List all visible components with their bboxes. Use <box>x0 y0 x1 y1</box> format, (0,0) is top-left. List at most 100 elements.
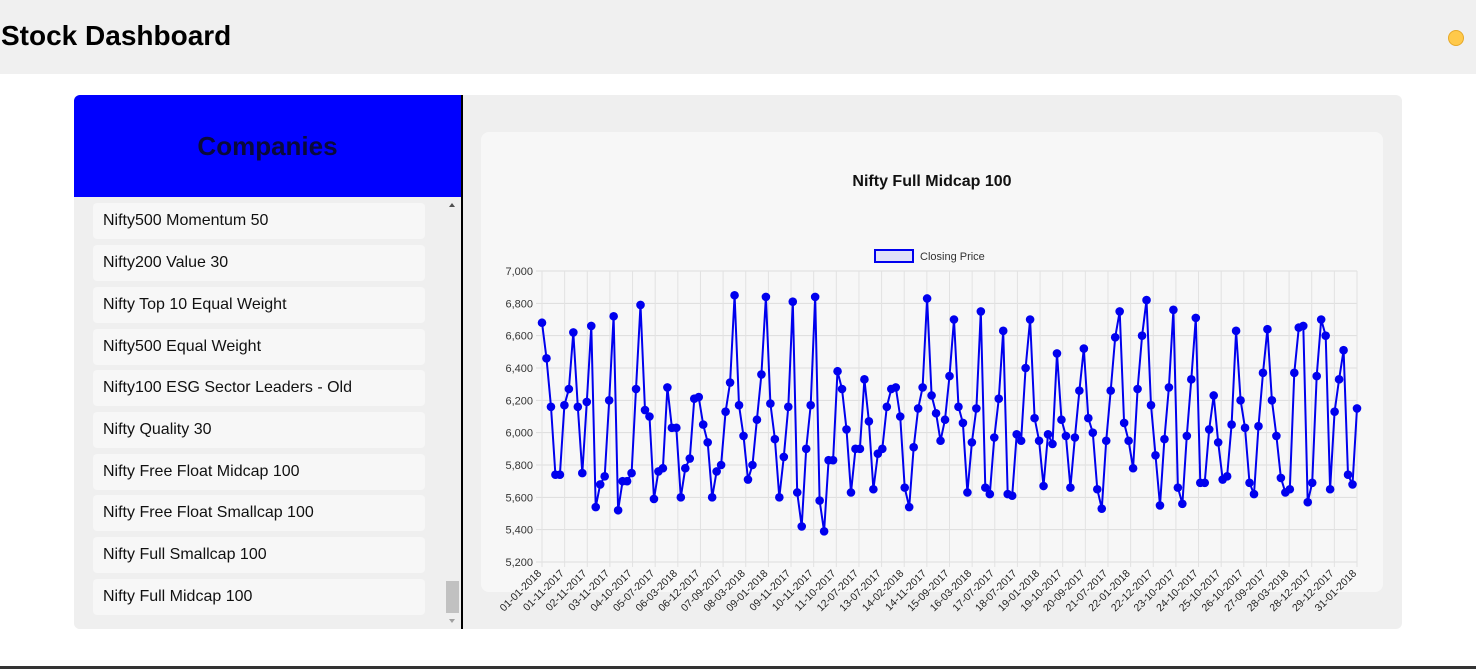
data-point[interactable] <box>1303 497 1313 507</box>
sun-icon[interactable] <box>1448 30 1464 46</box>
data-point[interactable] <box>1191 313 1201 323</box>
data-point[interactable] <box>739 431 748 441</box>
data-point[interactable] <box>1254 421 1263 431</box>
chart-legend[interactable]: Closing Price <box>874 249 985 263</box>
data-point[interactable] <box>586 321 596 331</box>
data-point[interactable] <box>1258 368 1268 378</box>
data-point[interactable] <box>564 384 574 394</box>
data-point[interactable] <box>636 300 645 310</box>
data-point[interactable] <box>672 423 681 433</box>
data-point[interactable] <box>703 438 712 447</box>
data-point[interactable] <box>1240 423 1250 433</box>
scroll-down-arrow-icon[interactable] <box>449 619 455 623</box>
data-point[interactable] <box>1307 478 1317 488</box>
data-point[interactable] <box>792 488 802 497</box>
data-point[interactable] <box>1048 439 1057 449</box>
data-point[interactable] <box>1169 305 1178 315</box>
data-point[interactable] <box>721 407 730 416</box>
data-point[interactable] <box>1321 331 1330 340</box>
data-point[interactable] <box>1133 384 1142 394</box>
data-point[interactable] <box>1182 431 1192 441</box>
data-point[interactable] <box>1012 429 1021 439</box>
data-point[interactable] <box>1075 386 1084 395</box>
data-point[interactable] <box>1146 400 1156 410</box>
company-item[interactable]: Nifty Free Float Smallcap 100 <box>93 495 425 531</box>
data-point[interactable] <box>1007 491 1017 501</box>
data-point[interactable] <box>663 383 672 392</box>
data-point[interactable] <box>1110 332 1120 342</box>
data-point[interactable] <box>1025 315 1035 324</box>
data-point[interactable] <box>1034 436 1044 446</box>
company-item[interactable]: Nifty200 Value 30 <box>93 245 425 281</box>
data-point[interactable] <box>842 425 851 434</box>
data-point[interactable] <box>972 404 981 413</box>
data-point[interactable] <box>922 294 932 303</box>
data-point[interactable] <box>815 496 824 505</box>
data-point[interactable] <box>555 470 565 480</box>
data-point[interactable] <box>819 526 829 536</box>
data-point[interactable] <box>895 412 905 421</box>
data-point[interactable] <box>1039 481 1048 491</box>
data-point[interactable] <box>658 463 668 473</box>
data-point[interactable] <box>1092 484 1102 494</box>
data-point[interactable] <box>1119 418 1129 428</box>
data-point[interactable] <box>1352 404 1362 413</box>
data-point[interactable] <box>1339 345 1348 355</box>
data-point[interactable] <box>985 489 995 499</box>
data-point[interactable] <box>622 476 632 486</box>
company-item[interactable]: Nifty Free Float Midcap 100 <box>93 454 425 490</box>
data-point[interactable] <box>1178 499 1187 509</box>
data-point[interactable] <box>1312 371 1321 381</box>
scrollbar-thumb[interactable] <box>446 581 459 613</box>
data-point[interactable] <box>676 493 686 502</box>
data-point[interactable] <box>882 402 892 412</box>
data-point[interactable] <box>627 468 636 478</box>
data-point[interactable] <box>1057 415 1066 425</box>
company-item[interactable]: Nifty Top 10 Equal Weight <box>93 287 425 323</box>
data-point[interactable] <box>569 328 578 337</box>
data-point[interactable] <box>783 402 793 412</box>
data-point[interactable] <box>582 397 592 407</box>
data-point[interactable] <box>904 502 914 512</box>
data-point[interactable] <box>775 493 784 502</box>
data-point[interactable] <box>909 442 918 452</box>
data-point[interactable] <box>1088 428 1098 437</box>
data-point[interactable] <box>712 467 721 476</box>
data-point[interactable] <box>600 472 609 481</box>
company-item[interactable]: Nifty500 Momentum 50 <box>93 203 425 239</box>
data-point[interactable] <box>967 438 977 447</box>
data-point[interactable] <box>1272 431 1281 441</box>
data-point[interactable] <box>927 391 936 400</box>
data-point[interactable] <box>788 297 798 307</box>
data-point[interactable] <box>981 483 990 492</box>
data-point[interactable] <box>1334 375 1344 384</box>
data-point[interactable] <box>546 402 556 412</box>
data-point[interactable] <box>591 502 601 512</box>
data-point[interactable] <box>998 326 1008 336</box>
data-point[interactable] <box>797 522 807 531</box>
data-point[interactable] <box>1330 407 1339 416</box>
data-point[interactable] <box>1285 484 1295 494</box>
data-point[interactable] <box>1016 436 1026 446</box>
data-point[interactable] <box>761 292 771 302</box>
data-point[interactable] <box>878 444 887 454</box>
data-point[interactable] <box>640 405 650 415</box>
data-point[interactable] <box>1316 315 1326 324</box>
data-point[interactable] <box>1084 413 1093 423</box>
data-point[interactable] <box>918 383 927 392</box>
data-point[interactable] <box>1222 472 1232 481</box>
data-point[interactable] <box>730 290 739 300</box>
data-point[interactable] <box>609 311 618 321</box>
data-point[interactable] <box>573 402 583 412</box>
data-point[interactable] <box>1151 451 1160 460</box>
sidebar-scrollbar[interactable] <box>445 197 461 629</box>
data-point[interactable] <box>649 494 659 504</box>
data-point[interactable] <box>1249 489 1259 499</box>
data-point[interactable] <box>891 383 901 392</box>
data-point[interactable] <box>913 404 923 413</box>
data-point[interactable] <box>945 371 954 381</box>
data-point[interactable] <box>833 366 842 376</box>
data-point[interactable] <box>1101 436 1111 446</box>
data-point[interactable] <box>936 436 945 446</box>
data-point[interactable] <box>954 402 963 412</box>
